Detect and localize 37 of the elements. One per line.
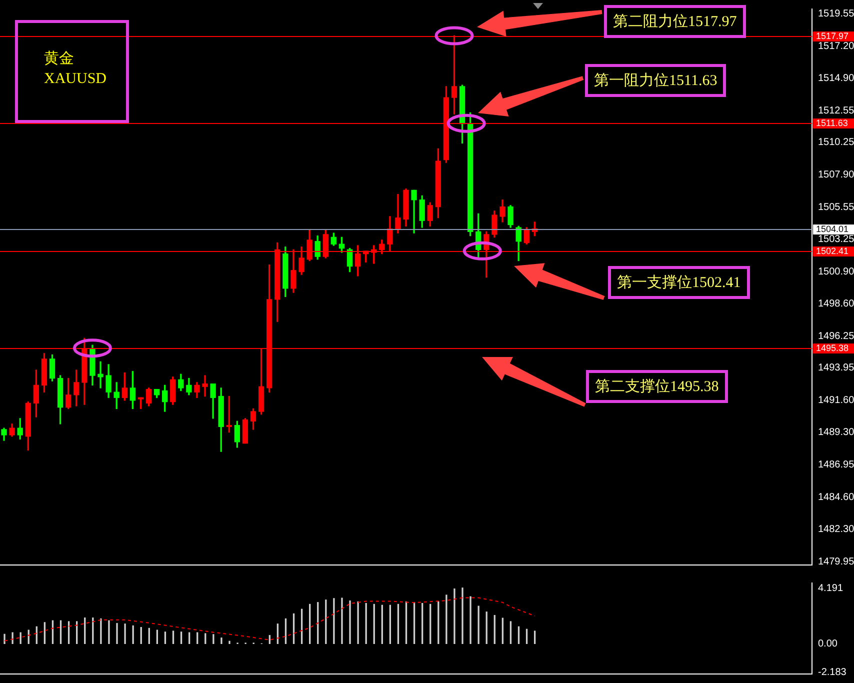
line-series [4, 597, 536, 642]
text: XAUUSD [44, 71, 107, 88]
ref-line-label: 1511.63 [816, 118, 848, 128]
y-tick-label: 1479.95 [818, 556, 854, 568]
ref-line-label: 1504.01 [816, 224, 849, 234]
candlestick [411, 190, 417, 234]
ref-line-label: 1517.97 [816, 30, 849, 41]
y-tick-label: 0.00 [818, 638, 838, 650]
y-tick-label: 4.191 [818, 583, 844, 594]
y-tick-label: 1517.20 [818, 41, 854, 52]
y-tick-label: 1491.60 [818, 395, 854, 406]
y-tick-label: 1486.95 [818, 459, 854, 470]
y-tick-label: 1519.55 [818, 8, 854, 20]
y-tick-label: 1484.60 [818, 492, 854, 503]
candlestick [114, 382, 120, 410]
y-tick-label: 1500.90 [818, 266, 854, 278]
annotation: 第二支撑位1495.38 [586, 370, 728, 403]
y-tick-label: 1493.95 [818, 362, 854, 374]
text: 黄金 [44, 50, 74, 68]
y-tick-label: 1496.25 [818, 330, 854, 342]
y-tick-label: 1505.55 [818, 202, 854, 214]
candlestick [98, 361, 104, 388]
y-tick-label: 1489.30 [818, 426, 854, 438]
annotation: 第二阻力位1517.97 [604, 5, 746, 38]
y-tick-label: 1512.55 [818, 105, 854, 116]
y-tick-label: 1482.30 [818, 524, 854, 535]
y-tick-label: -2.183 [818, 667, 847, 678]
annotation: 第一支撑位1502.41 [608, 266, 750, 299]
y-tick-label: 1514.90 [818, 72, 854, 84]
y-tick-label: 1510.25 [818, 137, 854, 148]
annotation: 第一阻力位1511.63 [585, 64, 726, 97]
ref-line-label: 1495.38 [816, 342, 849, 353]
y-tick-label: 1498.60 [818, 298, 854, 310]
y-tick-label: 1503.25 [818, 234, 854, 246]
candlestick [202, 375, 208, 397]
y-tick-label: 1507.90 [818, 170, 854, 181]
ref-line-label: 1502.41 [816, 246, 849, 256]
